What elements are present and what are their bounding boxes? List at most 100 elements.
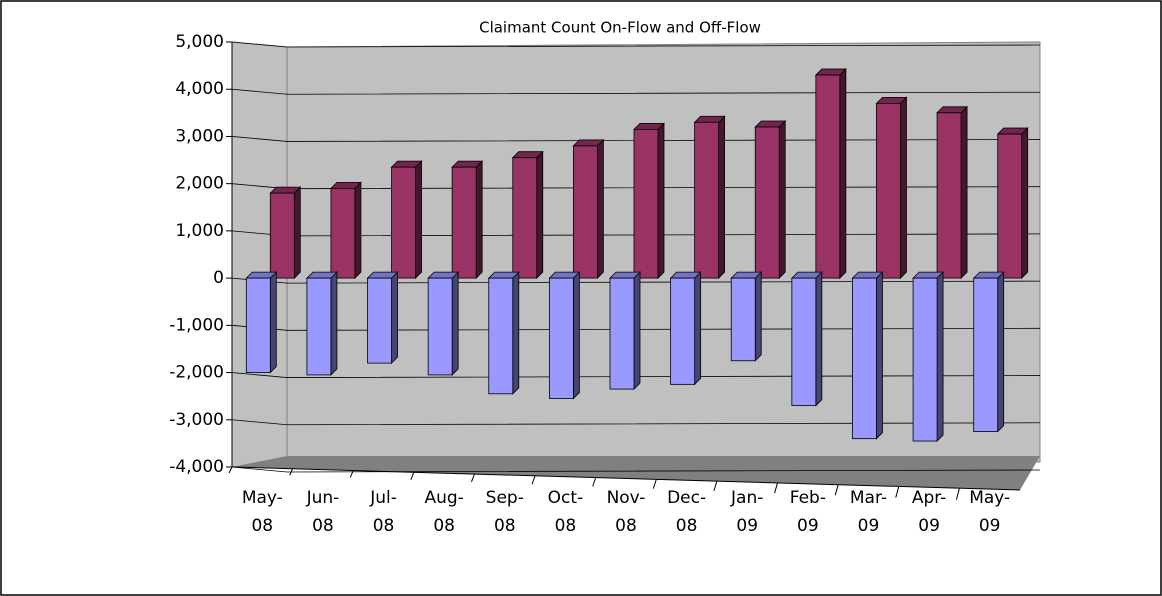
x-tick-label: Sep-08 bbox=[486, 488, 524, 536]
y-tick-label: 2,000 bbox=[175, 174, 224, 194]
bar-front bbox=[730, 277, 756, 362]
bar bbox=[754, 120, 787, 280]
bar-front bbox=[973, 277, 999, 432]
bar bbox=[609, 271, 641, 391]
bar-side bbox=[778, 120, 786, 280]
bar bbox=[269, 186, 302, 280]
x-tick-label: May-08 bbox=[242, 488, 283, 536]
grid-line bbox=[231, 41, 1041, 48]
bar-side bbox=[475, 160, 483, 280]
y-tick-label: 1,000 bbox=[175, 221, 224, 241]
y-tick-label: 4,000 bbox=[175, 79, 224, 99]
x-tick bbox=[652, 479, 657, 489]
grid-line bbox=[231, 372, 1041, 378]
y-tick-label: 3,000 bbox=[175, 126, 224, 146]
bar-front bbox=[936, 112, 962, 279]
bar-front bbox=[815, 74, 841, 279]
y-tick-label: -2,000 bbox=[169, 363, 224, 383]
bar-front bbox=[306, 277, 332, 376]
x-tick bbox=[592, 477, 597, 487]
y-tick-label: 5,000 bbox=[175, 32, 224, 52]
bar bbox=[936, 105, 969, 280]
bar bbox=[875, 96, 908, 280]
bar bbox=[245, 271, 278, 374]
bar-side bbox=[694, 271, 702, 386]
bar-side bbox=[960, 105, 968, 280]
x-tick-label: Apr-09 bbox=[912, 488, 946, 536]
x-tick-label: Jul-08 bbox=[369, 488, 397, 536]
x-tick-label: Dec-08 bbox=[667, 488, 706, 536]
bar bbox=[366, 271, 399, 365]
bar-front bbox=[912, 277, 938, 442]
bar-front bbox=[330, 187, 356, 279]
bar bbox=[912, 271, 945, 442]
floor bbox=[232, 456, 1040, 490]
bar-side bbox=[900, 96, 907, 280]
bar-side bbox=[512, 271, 520, 395]
x-tick bbox=[349, 470, 354, 478]
grid-line bbox=[231, 419, 1041, 426]
bar-front bbox=[852, 277, 877, 440]
x-tick-label: Oct-08 bbox=[548, 488, 584, 536]
bar bbox=[851, 271, 884, 440]
grid-line bbox=[231, 136, 1041, 142]
bar bbox=[996, 127, 1029, 280]
bar-front bbox=[488, 277, 514, 395]
bar-side bbox=[596, 138, 604, 280]
grid-line bbox=[231, 88, 1041, 95]
bar-side bbox=[997, 271, 1005, 433]
x-tick bbox=[834, 484, 839, 496]
bar bbox=[730, 271, 763, 362]
x-tick bbox=[713, 481, 718, 491]
bar-front bbox=[245, 277, 271, 373]
bar-side bbox=[718, 115, 726, 280]
bar-front bbox=[609, 277, 635, 390]
bar-side bbox=[293, 186, 301, 280]
bar bbox=[390, 160, 423, 280]
bar-side bbox=[269, 271, 277, 374]
bar-front bbox=[754, 126, 780, 279]
bar-side bbox=[633, 271, 641, 391]
x-axis bbox=[231, 466, 1021, 491]
bar-side bbox=[839, 68, 847, 280]
bar bbox=[790, 271, 823, 407]
bar bbox=[329, 181, 362, 280]
bar-front bbox=[572, 145, 598, 279]
y-tick-label: -4,000 bbox=[169, 457, 224, 477]
bar-front bbox=[451, 166, 477, 279]
x-tick-label: Jun-08 bbox=[306, 488, 340, 536]
bar-side bbox=[354, 181, 362, 280]
bar bbox=[693, 115, 726, 280]
bar-side bbox=[451, 271, 459, 376]
x-tick-label: Aug-08 bbox=[424, 488, 463, 536]
x-tick-label: May-09 bbox=[969, 488, 1010, 536]
bar-front bbox=[391, 166, 416, 279]
bar-side bbox=[415, 160, 422, 280]
x-tick bbox=[470, 473, 475, 483]
x-tick bbox=[955, 488, 960, 500]
bar-front bbox=[876, 102, 901, 279]
bar-front bbox=[633, 128, 659, 279]
y-tick-label: -3,000 bbox=[169, 410, 224, 430]
bar-side bbox=[391, 271, 398, 365]
bar-front bbox=[791, 277, 817, 407]
bar bbox=[572, 138, 605, 280]
bar bbox=[972, 271, 1005, 433]
bar-side bbox=[330, 271, 338, 376]
bar-side bbox=[754, 271, 762, 362]
bar-side bbox=[815, 271, 823, 407]
bar bbox=[451, 160, 484, 280]
y-tick-label: -1,000 bbox=[169, 315, 224, 335]
bar-front bbox=[427, 277, 453, 376]
bar-front bbox=[269, 192, 295, 279]
bar-side bbox=[657, 122, 665, 280]
bar-front bbox=[997, 133, 1023, 279]
bar-side bbox=[876, 271, 883, 440]
bar bbox=[305, 271, 338, 376]
bar-side bbox=[936, 271, 944, 442]
bar bbox=[548, 271, 581, 400]
bar bbox=[427, 271, 460, 376]
grid-line bbox=[231, 466, 1041, 473]
bar-front bbox=[367, 277, 392, 364]
x-tick-label: Mar-09 bbox=[850, 488, 887, 536]
